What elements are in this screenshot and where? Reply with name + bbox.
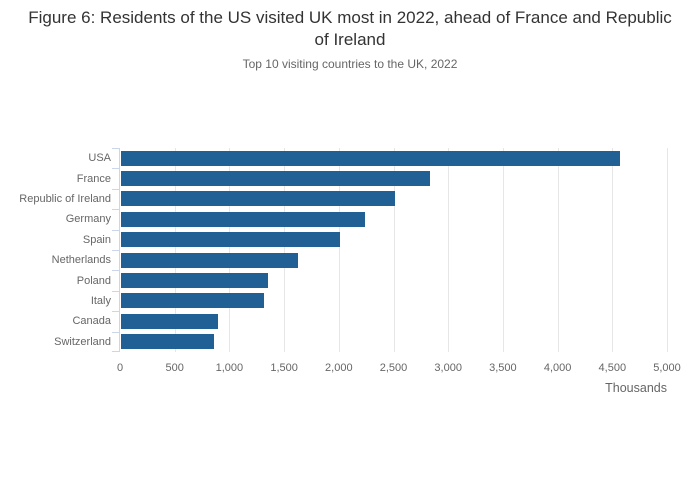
bar-row: Republic of Ireland <box>19 189 667 209</box>
x-axis-title: Thousands <box>605 381 667 395</box>
y-axis-tick <box>112 188 120 190</box>
x-axis-tick-label: 3,000 <box>434 362 462 374</box>
gridline <box>502 148 504 352</box>
bar-row: Switzerland <box>54 332 667 352</box>
category-label: Netherlands <box>51 254 111 267</box>
gridline <box>174 148 176 352</box>
y-axis-tick <box>112 229 120 231</box>
y-axis-tick <box>112 168 120 170</box>
x-axis-tick-label: 3,500 <box>489 362 517 374</box>
category-label: Canada <box>72 315 111 328</box>
bar <box>121 211 365 227</box>
bar-row: Spain <box>83 230 667 250</box>
y-axis-tick <box>112 209 120 211</box>
category-label: Republic of Ireland <box>19 192 111 205</box>
x-axis-tick-label: 4,500 <box>598 362 627 374</box>
category-label: Italy <box>90 294 111 307</box>
bar-row: Netherlands <box>52 250 667 270</box>
x-axis-tick-label: 500 <box>165 362 184 374</box>
gridline <box>557 148 559 352</box>
bar <box>121 272 268 288</box>
gridline <box>229 148 231 352</box>
bar-row: Italy <box>91 291 667 311</box>
chart-subtitle: Top 10 visiting countries to the UK, 202… <box>242 57 458 71</box>
gridline <box>448 148 450 352</box>
bar <box>121 313 219 329</box>
x-axis-tick-label: 2,500 <box>379 362 408 374</box>
category-label: Spain <box>82 233 111 246</box>
gridline <box>338 148 340 352</box>
bar <box>121 334 214 350</box>
gridline <box>393 148 395 352</box>
y-axis-tick <box>112 148 120 149</box>
bar-row: USA <box>88 148 667 168</box>
gridline <box>612 148 614 352</box>
y-axis-tick <box>112 270 120 272</box>
bar-row: Poland <box>77 270 667 290</box>
bar-row: France <box>77 168 667 188</box>
bar <box>121 293 265 309</box>
x-axis-tick-label: 5,000 <box>653 362 681 374</box>
y-axis-tick <box>112 250 120 251</box>
category-label: Poland <box>76 274 111 287</box>
y-axis-tick <box>112 351 120 352</box>
x-axis-tick-label: 2,000 <box>325 362 353 374</box>
x-axis-tick-label: 0 <box>116 362 124 374</box>
y-axis-tick <box>112 290 120 292</box>
gridline <box>284 148 286 352</box>
category-label: Switzerland <box>54 335 111 348</box>
bar <box>121 170 430 186</box>
plot-area: Thousands 0 500 1,000 1,500 2,000 2,500 3,000 3… <box>19 148 681 395</box>
bar-row: Canada <box>72 311 667 331</box>
bar <box>121 232 340 248</box>
bar-row: Germany <box>66 209 667 229</box>
y-axis-tick <box>112 311 120 313</box>
category-label: USA <box>88 152 111 165</box>
chart-title: Figure 6: Residents of the US visited UK… <box>28 8 672 49</box>
gridline <box>667 148 668 352</box>
x-axis-tick-label: 4,000 <box>543 362 572 374</box>
bar <box>121 191 395 207</box>
bar <box>121 252 299 268</box>
x-axis-tick-label: 1,000 <box>215 362 244 374</box>
y-axis-tick <box>112 331 120 333</box>
bar <box>121 150 620 166</box>
x-axis-tick-label: 1,500 <box>270 362 298 374</box>
category-label: France <box>76 172 111 185</box>
category-label: Germany <box>65 213 111 226</box>
